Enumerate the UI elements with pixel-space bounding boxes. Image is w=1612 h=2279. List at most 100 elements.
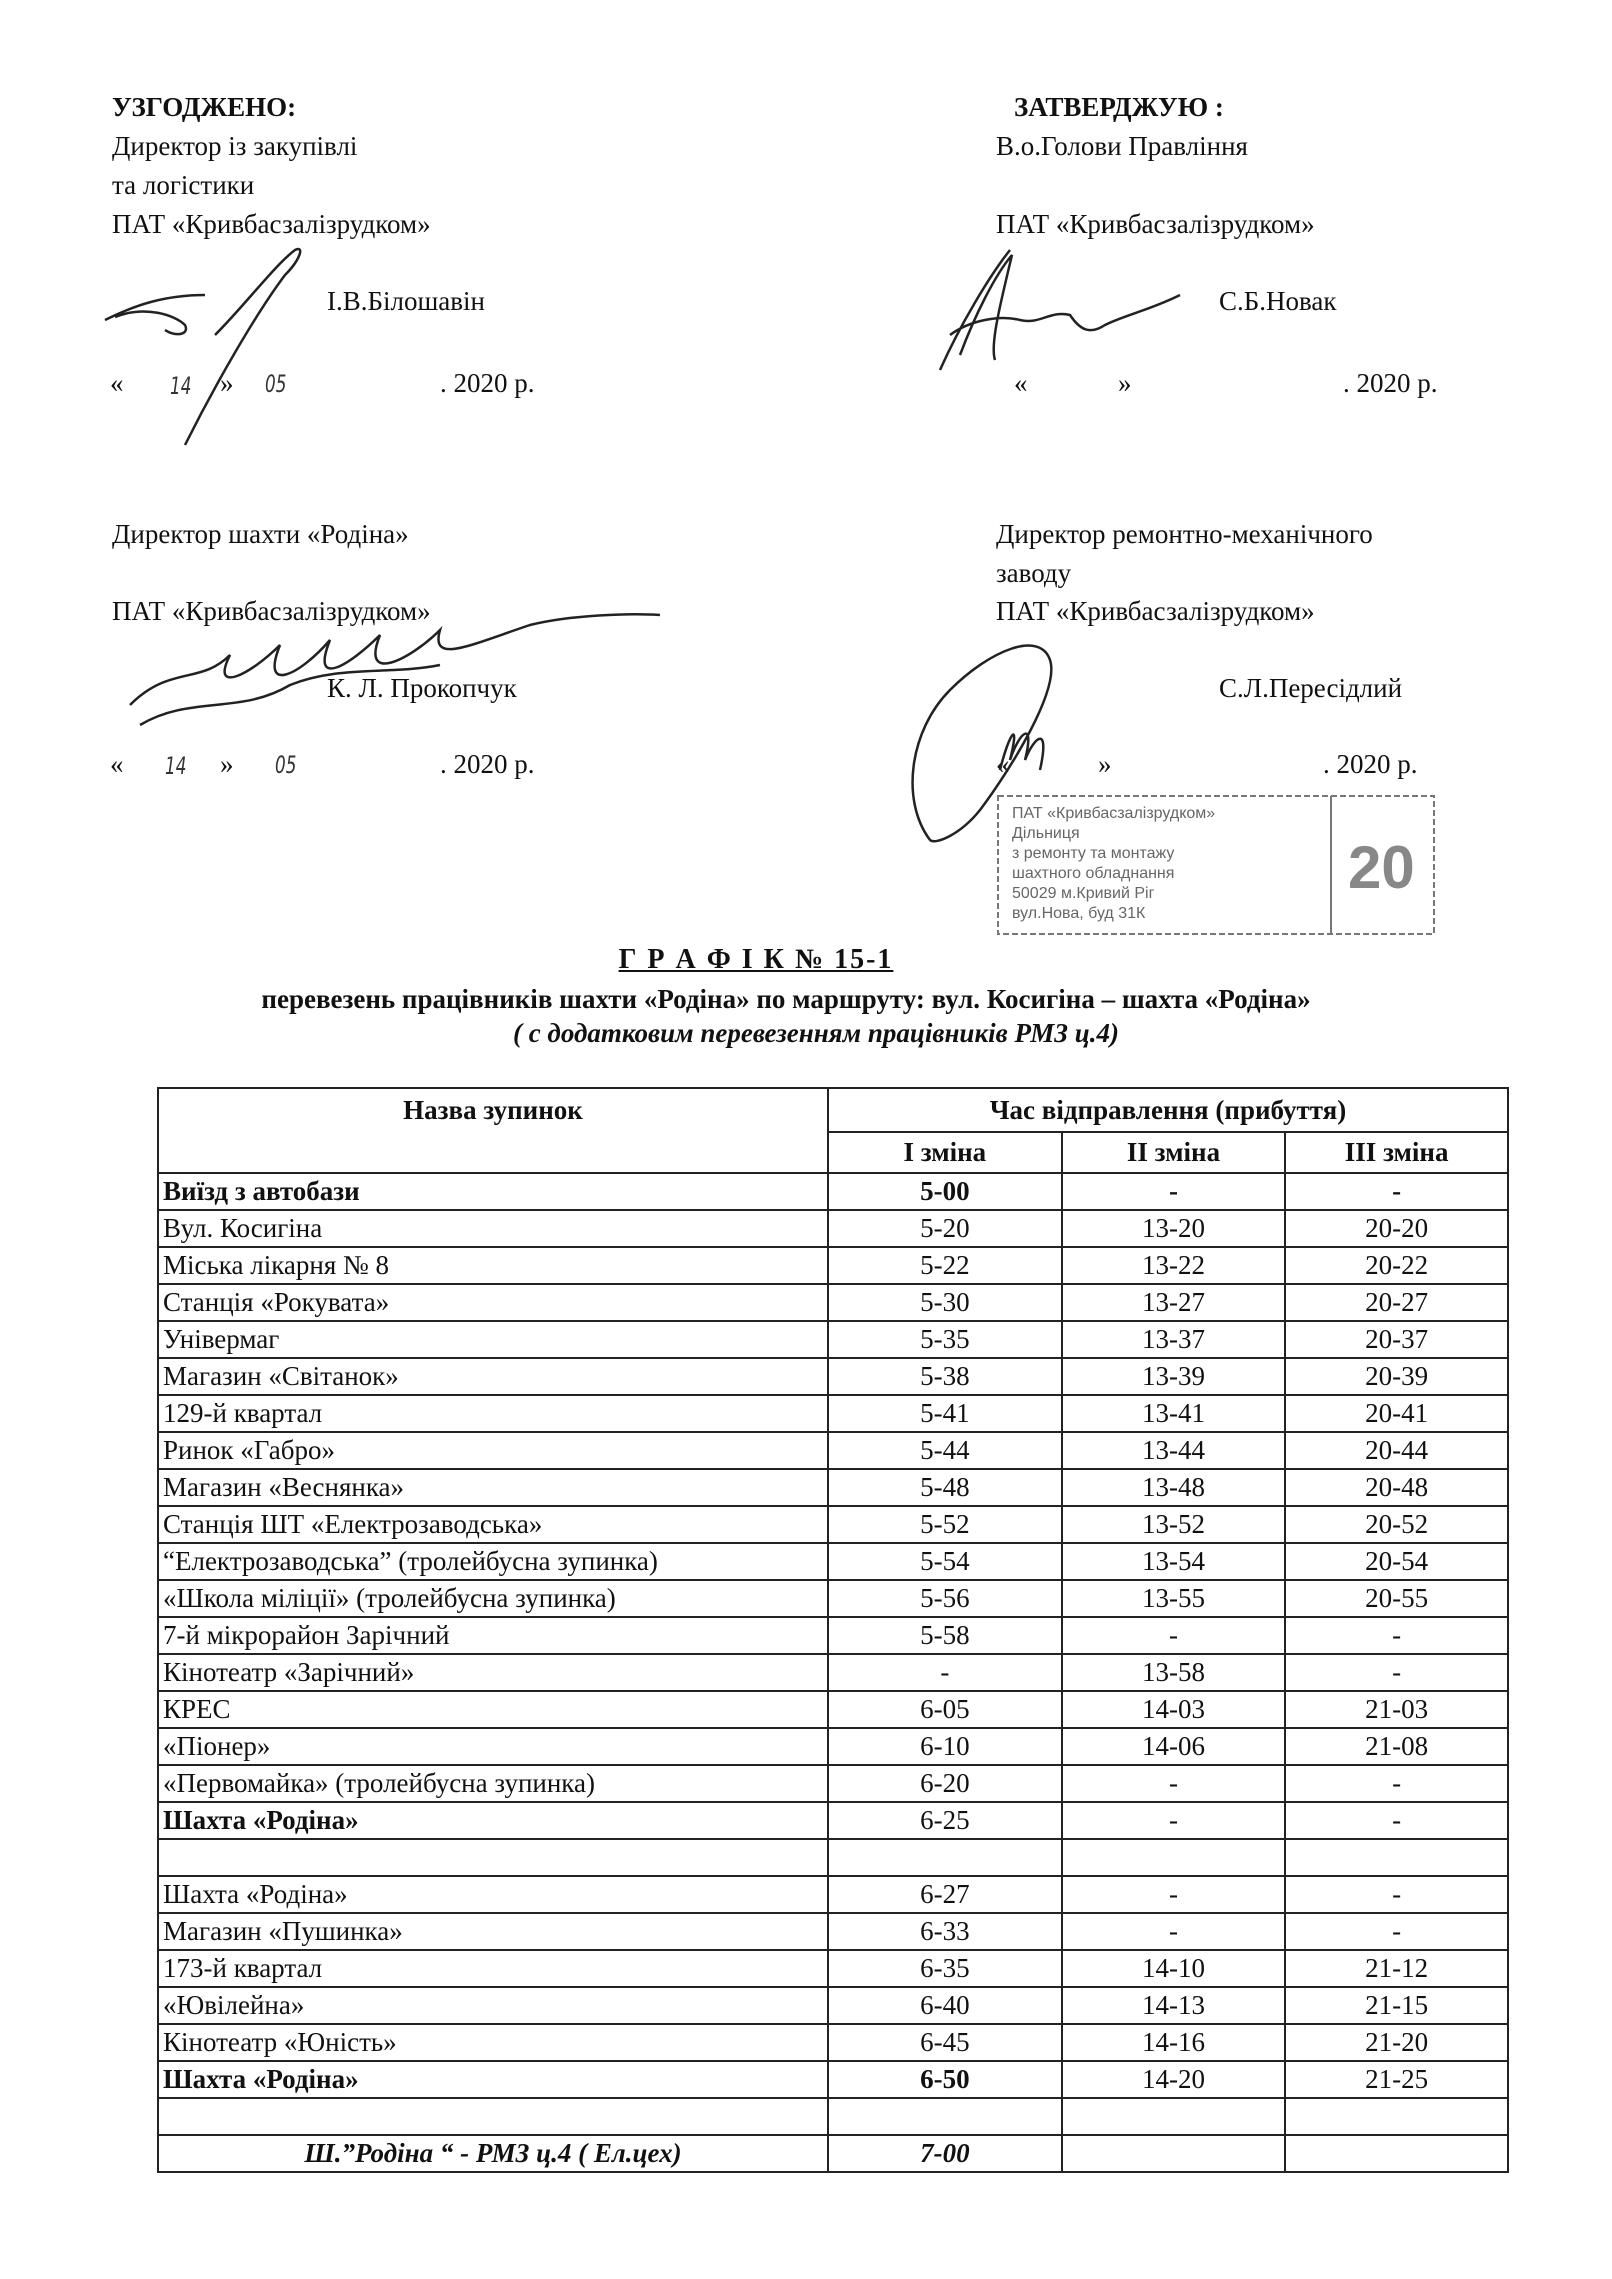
approver-title-line: заводу (996, 558, 1072, 588)
stop-name: Вул. Косигіна (156, 1209, 830, 1248)
table-row: Вул. Косигіна 5-20 13-20 20-20 (156, 1209, 1509, 1248)
shift-3-time: 21-15 (1284, 1986, 1509, 2025)
date-close-quote: » (220, 749, 234, 779)
approver-title-line: Директор із закупівлі (112, 131, 358, 161)
shift-1-time: 5-20 (827, 1209, 1063, 1248)
shift-1-time: 6-40 (827, 1986, 1063, 2025)
shift-3-time: 20-48 (1284, 1468, 1509, 1507)
table-row: «Первомайка» (тролейбусна зупинка) 6-20- - (156, 1764, 1509, 1803)
shift-2-time: 14-10 (1060, 1949, 1287, 1988)
stop-name: 7-й мікрорайон Зарічний (156, 1616, 830, 1655)
stop-name: Шахта «Родіна» (156, 2060, 830, 2099)
approver-name: К. Л. Прокопчук (327, 673, 517, 703)
table-row: КРЕС 6-05 14-03 21-03 (156, 1690, 1509, 1729)
shift-2-time: 14-13 (1060, 1986, 1287, 2025)
table-row: Шахта «Родіна» 6-50 14-20 21-25 (156, 2060, 1509, 2099)
approver-title-line: В.о.Голови Правління (996, 131, 1248, 161)
shift-1-time: 6-20 (827, 1764, 1063, 1803)
table-row: Кінотеатр «Юність» 6-45 14-16 21-20 (156, 2023, 1509, 2062)
signature-novak (938, 249, 1181, 371)
table-row: Ш.”Родіна “ - РМЗ ц.4 ( Ел.цех) 7-00 (156, 2134, 1509, 2173)
shift-1-time: 5-58 (827, 1616, 1063, 1655)
stamp-line: вул.Нова, буд 31К (1012, 905, 1146, 922)
approved-heading: УЗГОДЖЕНО: (112, 92, 297, 122)
date-open-quote: « (110, 749, 124, 779)
handwritten-month: 05 (275, 751, 297, 779)
stop-name: «Первомайка» (тролейбусна зупинка) (156, 1764, 830, 1803)
stop-name: Станція «Рокувата» (156, 1283, 830, 1322)
shift-3-time: 20-55 (1284, 1579, 1509, 1618)
shift-3-time (1284, 1838, 1509, 1877)
shift-2-time: 13-52 (1060, 1505, 1287, 1544)
stop-name: Кінотеатр «Юність» (156, 2023, 830, 2062)
approver-name: С.Б.Новак (1219, 286, 1337, 316)
date-year: . 2020 р. (1343, 368, 1438, 398)
stop-name: Кінотеатр «Зарічний» (156, 1653, 830, 1692)
shift-3-time: - (1284, 1653, 1509, 1692)
shift-1-time: 5-41 (827, 1394, 1063, 1433)
stop-name: Магазин «Світанок» (156, 1357, 830, 1396)
date-close-quote: » (1098, 749, 1112, 779)
handwritten-day: 14 (165, 752, 187, 780)
stop-name: Ринок «Габро» (156, 1431, 830, 1470)
stamp-number: 20 (1348, 834, 1415, 901)
shift-1-time: 6-33 (827, 1912, 1063, 1951)
approver-company: ПАТ «Кривбасзалізрудком» (112, 596, 431, 626)
approver-title-line: Директор ремонтно-механічного (996, 519, 1373, 549)
shift-2-time: 13-44 (1060, 1431, 1287, 1470)
shift-2-time: 14-20 (1060, 2060, 1287, 2099)
shift-3-time: 21-25 (1284, 2060, 1509, 2099)
table-row: Міська лікарня № 8 5-22 13-22 20-22 (156, 1246, 1509, 1285)
shift-2-time: 13-58 (1060, 1653, 1287, 1692)
shift-2-time: 13-20 (1060, 1209, 1287, 1248)
stop-name (156, 1838, 830, 1877)
shift-2-time: 13-55 (1060, 1579, 1287, 1618)
header-shift-2: II зміна (1060, 1131, 1287, 1174)
shift-1-time: 6-45 (827, 2023, 1063, 2062)
shift-3-time (1284, 2097, 1509, 2136)
date-year: . 2020 р. (440, 749, 535, 779)
approver-title-line: та логістики (112, 170, 255, 200)
approver-title-line: Директор шахти «Родіна» (112, 519, 409, 549)
shift-2-time: 14-06 (1060, 1727, 1287, 1766)
shift-2-time: 13-27 (1060, 1283, 1287, 1322)
shift-1-time: 6-50 (827, 2060, 1063, 2099)
shift-3-time: 20-54 (1284, 1542, 1509, 1581)
stamp-line: Дільниця (1012, 825, 1080, 842)
stop-name: Універмаг (156, 1320, 830, 1359)
shift-1-time: 6-05 (827, 1690, 1063, 1729)
date-open-quote: « (1014, 368, 1028, 398)
shift-1-time: 5-56 (827, 1579, 1063, 1618)
shift-1-time: 5-48 (827, 1468, 1063, 1507)
table-row: Виїзд з автобази 5-00- - (156, 1172, 1509, 1211)
stop-name: 173-й квартал (156, 1949, 830, 1988)
date-close-quote: » (1118, 368, 1132, 398)
table-row: “Електрозаводська” (тролейбусна зупинка)… (156, 1542, 1509, 1581)
shift-2-time: 13-37 (1060, 1320, 1287, 1359)
shift-1-time: 5-22 (827, 1246, 1063, 1285)
shift-3-time: 21-12 (1284, 1949, 1509, 1988)
approver-company: ПАТ «Кривбасзалізрудком» (112, 209, 431, 239)
shift-3-time: 20-41 (1284, 1394, 1509, 1433)
stamp-line: ПАТ «Кривбасзалізрудком» (1012, 805, 1215, 822)
stop-name: «Школа міліції» (тролейбусна зупинка) (156, 1579, 830, 1618)
header-departure-time: Час відправлення (прибуття) (827, 1087, 1509, 1133)
date-open-quote: « (996, 749, 1010, 779)
shift-1-time: 5-00 (827, 1172, 1063, 1211)
shift-3-time: 20-52 (1284, 1505, 1509, 1544)
shift-3-time: - (1284, 1912, 1509, 1951)
stop-name: «Ювілейна» (156, 1986, 830, 2025)
shift-1-time: 5-44 (827, 1431, 1063, 1470)
approve-heading: ЗАТВЕРДЖУЮ : (1014, 92, 1224, 122)
shift-3-time: - (1284, 1616, 1509, 1655)
shift-1-time: - (827, 1653, 1063, 1692)
shift-3-time: - (1284, 1801, 1509, 1840)
approver-company: ПАТ «Кривбасзалізрудком» (996, 209, 1315, 239)
handwritten-month: 05 (265, 370, 287, 398)
shift-2-time: 13-22 (1060, 1246, 1287, 1285)
stop-name: «Піонер» (156, 1727, 830, 1766)
date-open-quote: « (110, 368, 124, 398)
shift-2-time: - (1060, 1764, 1287, 1803)
shift-2-time (1060, 2134, 1287, 2173)
shift-3-time: - (1284, 1875, 1509, 1914)
